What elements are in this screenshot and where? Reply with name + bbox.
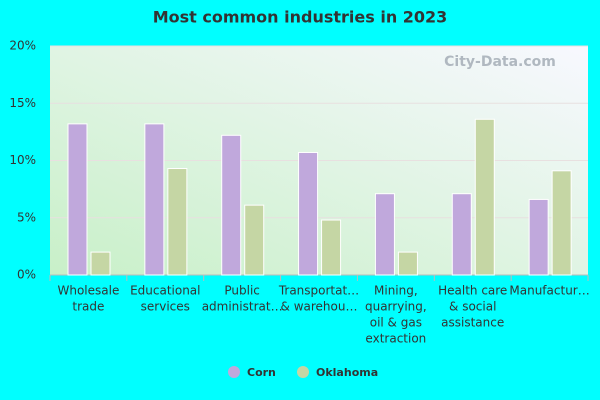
bar (528, 198, 549, 276)
x-tick-label: & social (449, 300, 496, 314)
y-tick-label: 20% (9, 39, 36, 53)
y-tick-label: 15% (9, 96, 36, 110)
bar (451, 193, 472, 276)
legend-swatch (297, 366, 309, 378)
x-tick-label: extraction (365, 332, 426, 346)
x-tick-label: assistance (441, 316, 504, 330)
x-tick-label: Health care (438, 284, 507, 298)
x-tick-label: administrat… (202, 300, 283, 314)
x-tick-label: oil & gas (370, 316, 422, 330)
x-tick-label: Wholesale (57, 284, 119, 298)
chart-title: Most common industries in 2023 (153, 8, 448, 27)
y-tick-label: 0% (17, 268, 36, 282)
legend-label: Oklahoma (316, 366, 378, 379)
x-tick-label: Public (224, 284, 260, 298)
bar (474, 118, 495, 276)
legend-label: Corn (247, 366, 276, 379)
bar (244, 204, 265, 276)
bar (551, 170, 572, 276)
watermark: City-Data.com (444, 54, 556, 70)
legend-swatch (228, 366, 240, 378)
x-tick-label: Transportat… (278, 284, 359, 298)
x-tick-label: quarrying, (365, 300, 427, 314)
bar (397, 251, 418, 276)
bar (374, 193, 395, 276)
x-tick-label: Mining, (374, 284, 418, 298)
x-tick-label: & warehou… (281, 300, 358, 314)
bar (298, 151, 319, 276)
x-tick-label: services (141, 300, 190, 314)
x-tick-label: trade (72, 300, 104, 314)
y-tick-label: 10% (9, 153, 36, 167)
y-tick-label: 5% (17, 210, 36, 224)
bar (221, 134, 242, 276)
bar (144, 123, 165, 276)
x-tick-label: Educational (130, 284, 200, 298)
bar (167, 168, 188, 276)
bar (90, 251, 111, 276)
bar (67, 123, 88, 276)
x-tick-label: Manufactur… (509, 284, 589, 298)
bar (321, 219, 342, 276)
